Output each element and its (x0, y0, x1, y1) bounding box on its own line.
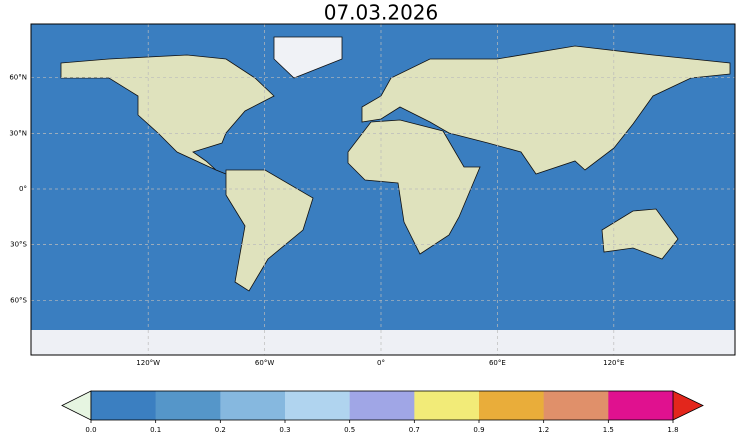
colorbar-tick-label: 0.0 (85, 426, 96, 434)
lon-label: 120°E (603, 359, 624, 367)
lat-label: 60°S (10, 296, 27, 304)
gridlines (31, 24, 735, 355)
colorbar-tick-label: 0.2 (215, 426, 226, 434)
colorbar-frame (90, 390, 674, 421)
south-america (225, 169, 314, 292)
colorbar-tick-label: 0.7 (409, 426, 420, 434)
colorbar-tick-label: 0.3 (279, 426, 290, 434)
colorbar-tick-label: 1.2 (538, 426, 549, 434)
lon-label: 60°W (255, 359, 274, 367)
map-title: 07.03.2026 (324, 1, 439, 25)
lat-label: 60°N (9, 74, 27, 82)
lon-label: 120°W (136, 359, 160, 367)
lat-label: 30°S (10, 241, 27, 249)
colorbar-segment (155, 391, 221, 420)
lon-label: 60°E (489, 359, 506, 367)
colorbar-segment (220, 391, 286, 420)
greenland (273, 36, 343, 79)
antarctica (31, 330, 735, 355)
colorbar-tick-label: 0.1 (150, 426, 161, 434)
colorbar-tick-label: 1.5 (603, 426, 614, 434)
map-frame (30, 23, 736, 356)
colorbar-tick-label: 0.5 (344, 426, 355, 434)
colorbar-tick-label: 1.8 (667, 426, 678, 434)
colorbar-segment (285, 391, 350, 420)
australia (601, 208, 679, 260)
under-extension (61, 390, 92, 421)
colorbar-segment (414, 391, 480, 420)
north-america (60, 54, 275, 175)
over-extension (672, 390, 704, 421)
colorbar-segment (349, 391, 415, 420)
lat-label: 30°N (9, 129, 27, 137)
lat-label: 0° (19, 185, 27, 193)
colorbar-segment (91, 391, 156, 420)
colorbar-segment (608, 391, 674, 420)
colorbar: 0.0 0.1 0.2 0.3 0.5 0.7 0.9 1.2 1.5 1.8 (61, 390, 704, 434)
map (30, 23, 736, 356)
colorbar-segment (543, 391, 609, 420)
africa (347, 119, 481, 255)
colorbar-tick-label: 0.9 (473, 426, 484, 434)
colorbar-segment (479, 391, 544, 420)
lon-label: 0° (377, 359, 385, 367)
